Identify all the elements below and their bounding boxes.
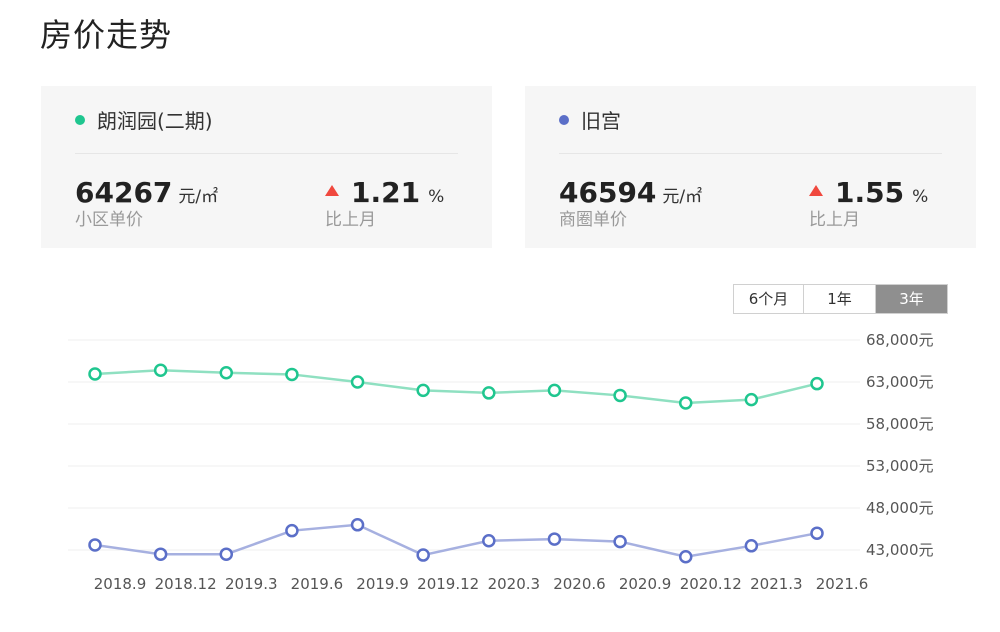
district-change-block: 1.55% 比上月 xyxy=(809,176,928,231)
community-price-unit: 元/㎡ xyxy=(178,187,219,207)
y-tick-label: 68,000元 xyxy=(866,331,934,349)
x-tick-label: 2020.3 xyxy=(488,575,541,593)
x-tick-label: 2020.6 xyxy=(553,575,606,593)
y-tick-label: 43,000元 xyxy=(866,541,934,559)
x-tick-label: 2020.12 xyxy=(680,575,742,593)
district-dot-icon xyxy=(559,114,569,125)
district-price-label: 商圈单价 xyxy=(559,210,627,230)
community-data-point xyxy=(88,367,102,381)
community-data-point xyxy=(482,386,496,400)
community-data-point xyxy=(153,363,168,377)
x-tick-label: 2021.3 xyxy=(750,575,803,593)
tab-6-months[interactable]: 6个月 xyxy=(734,285,804,313)
y-tick-label: 58,000元 xyxy=(866,415,934,433)
community-data-point xyxy=(416,383,430,398)
x-tick-label: 2019.12 xyxy=(417,575,479,593)
district-data-point xyxy=(88,538,102,552)
community-data-point xyxy=(678,396,693,410)
x-tick-label: 2018.9 xyxy=(94,575,147,593)
community-change-block: 1.21% 比上月 xyxy=(325,176,444,231)
community-price-block: 64267 元/㎡ 小区单价 xyxy=(75,176,218,231)
page-title: 房价走势 xyxy=(40,16,173,54)
x-tick-label: 2019.3 xyxy=(225,575,278,593)
community-data-point xyxy=(744,392,759,407)
time-range-tabs: 6个月 1年 3年 xyxy=(733,284,948,314)
community-data-point xyxy=(613,388,627,403)
community-change-unit: % xyxy=(428,187,445,207)
community-change-label: 比上月 xyxy=(325,210,376,230)
district-price-block: 46594 元/㎡ 商圈单价 xyxy=(559,176,702,231)
district-data-point xyxy=(219,547,234,561)
district-data-point xyxy=(285,523,299,538)
x-tick-label: 2018.12 xyxy=(155,575,217,593)
community-price: 64267 xyxy=(75,176,173,209)
district-name: 旧宫 xyxy=(581,109,621,133)
district-data-point xyxy=(153,547,168,561)
community-data-point xyxy=(547,383,562,398)
district-data-point xyxy=(810,526,824,540)
district-price: 46594 xyxy=(559,176,657,209)
community-series-line xyxy=(94,368,818,405)
tab-1-year[interactable]: 1年 xyxy=(804,285,876,313)
community-card: 朗润园(二期) 64267 元/㎡ 小区单价 1.21% 比上月 xyxy=(41,86,492,248)
community-data-point xyxy=(285,367,299,382)
district-series-line xyxy=(94,523,818,558)
district-data-point xyxy=(613,534,627,549)
community-price-label: 小区单价 xyxy=(75,210,143,230)
district-change: 1.55 xyxy=(835,176,905,209)
district-card: 旧宫 46594 元/㎡ 商圈单价 1.55% 比上月 xyxy=(525,86,976,248)
y-tick-label: 63,000元 xyxy=(866,373,934,391)
up-arrow-icon xyxy=(809,185,823,196)
district-change-label: 比上月 xyxy=(809,210,860,230)
x-tick-label: 2021.6 xyxy=(816,575,869,593)
y-tick-label: 48,000元 xyxy=(866,499,934,517)
x-tick-label: 2019.9 xyxy=(356,575,409,593)
y-tick-label: 53,000元 xyxy=(866,457,934,475)
district-data-point xyxy=(547,532,562,546)
community-name: 朗润园(二期) xyxy=(97,109,213,133)
community-card-header: 朗润园(二期) xyxy=(75,86,458,154)
district-data-point xyxy=(744,539,759,553)
district-data-point xyxy=(416,548,430,562)
district-data-point xyxy=(678,549,693,564)
district-card-header: 旧宫 xyxy=(559,86,942,154)
community-data-point xyxy=(350,375,365,389)
x-tick-label: 2020.9 xyxy=(619,575,672,593)
district-change-unit: % xyxy=(912,187,929,207)
x-tick-label: 2019.6 xyxy=(291,575,344,593)
tab-3-years[interactable]: 3年 xyxy=(876,285,947,313)
community-dot-icon xyxy=(75,114,85,125)
community-data-point xyxy=(810,376,824,391)
community-data-point xyxy=(219,366,234,380)
district-price-unit: 元/㎡ xyxy=(662,187,703,207)
district-data-point xyxy=(482,534,496,548)
up-arrow-icon xyxy=(325,185,339,196)
district-data-point xyxy=(350,518,365,532)
community-change: 1.21 xyxy=(351,176,421,209)
